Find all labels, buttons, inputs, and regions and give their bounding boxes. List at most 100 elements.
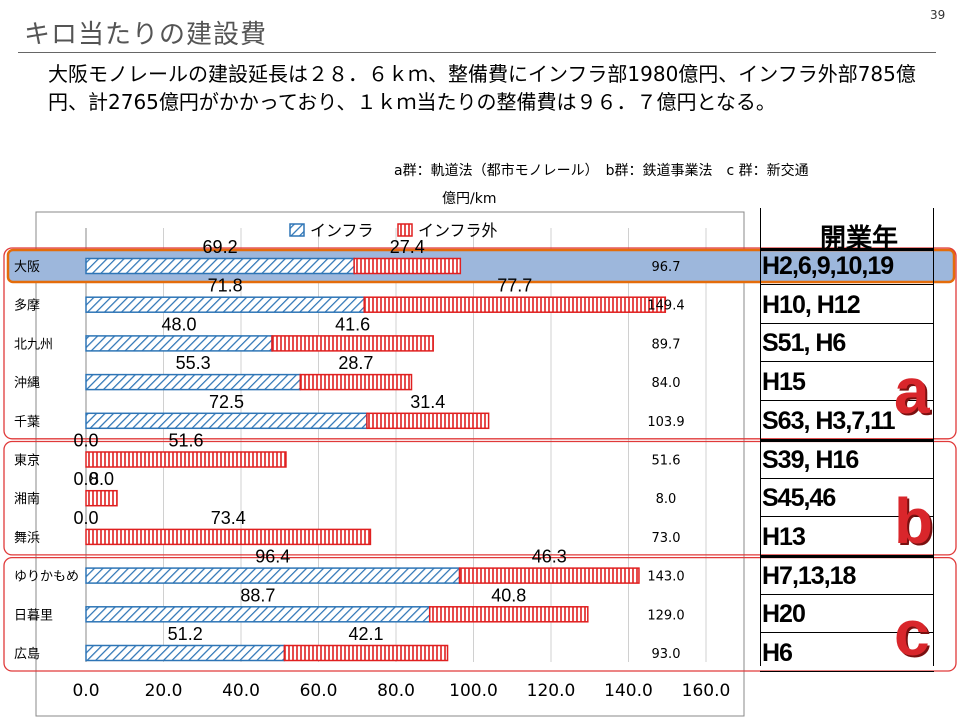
other-value-label: 8.0 bbox=[89, 469, 114, 489]
opening-year-cell: H2,6,9,10,19 bbox=[762, 252, 894, 280]
other-value-label: 77.7 bbox=[497, 276, 532, 296]
category-label: 大阪 bbox=[14, 260, 40, 275]
opening-year-table bbox=[760, 208, 934, 666]
bar-other-4 bbox=[299, 373, 413, 391]
bar-infra-11 bbox=[85, 644, 286, 662]
opening-year-cell: H6 bbox=[762, 639, 793, 667]
category-label: 千葉 bbox=[14, 415, 40, 430]
opening-year-cell: H10, H12 bbox=[762, 290, 861, 319]
legend-label-other: インフラ外 bbox=[418, 221, 498, 240]
other-value-label: 40.8 bbox=[491, 585, 526, 605]
x-tick-label: 120.0 bbox=[527, 681, 576, 701]
infra-value-label: 55.3 bbox=[176, 353, 211, 373]
total-label: 93.0 bbox=[652, 647, 681, 662]
other-value-label: 31.4 bbox=[410, 392, 445, 412]
x-tick-label: 60.0 bbox=[300, 681, 338, 701]
legend-swatch-other bbox=[397, 223, 413, 237]
group-letter-c: c bbox=[894, 597, 930, 669]
group-letter-a: a bbox=[894, 355, 930, 427]
bar-infra-2 bbox=[85, 296, 365, 313]
infra-value-label: 71.8 bbox=[208, 276, 243, 296]
opening-year-row-line bbox=[760, 284, 934, 285]
x-tick-label: 20.0 bbox=[145, 681, 183, 701]
legend-label-infra: インフラ bbox=[310, 221, 374, 240]
bar-other-5 bbox=[366, 412, 490, 430]
opening-year-row-line bbox=[760, 400, 934, 402]
bar-other-3 bbox=[271, 335, 434, 352]
infra-value-label: 72.5 bbox=[209, 392, 244, 412]
opening-year-cell: S45,46 bbox=[762, 484, 836, 513]
category-label: 舞浜 bbox=[14, 531, 40, 546]
infra-value-label: 0.0 bbox=[73, 508, 98, 528]
bar-infra-9 bbox=[85, 567, 461, 584]
bar-infra-5 bbox=[85, 412, 368, 430]
infra-value-label: 48.0 bbox=[161, 314, 196, 334]
category-label: 多摩 bbox=[14, 298, 40, 314]
category-label: 北九州 bbox=[14, 337, 53, 352]
total-label: 96.7 bbox=[652, 260, 681, 275]
bar-infra-10 bbox=[85, 606, 431, 623]
total-label: 149.4 bbox=[647, 299, 684, 314]
total-label: 84.0 bbox=[652, 376, 681, 391]
group-letter-b: b bbox=[894, 485, 934, 557]
legend: インフラ インフラ外 bbox=[289, 221, 498, 240]
opening-year-row-line bbox=[760, 516, 934, 518]
bar-other-6 bbox=[85, 451, 287, 468]
opening-year-row-line bbox=[760, 248, 934, 251]
bar-infra-4 bbox=[85, 373, 302, 391]
bar-layer bbox=[85, 257, 667, 662]
opening-year-cell: H13 bbox=[762, 522, 806, 551]
other-value-label: 41.6 bbox=[335, 314, 370, 334]
opening-year-row-line bbox=[760, 632, 934, 634]
total-label: 73.0 bbox=[652, 531, 681, 546]
other-value-label: 28.7 bbox=[338, 353, 373, 373]
infra-value-label: 69.2 bbox=[203, 237, 238, 257]
opening-year-cell: H7,13,18 bbox=[762, 561, 856, 590]
bar-other-9 bbox=[458, 567, 640, 584]
bar-other-2 bbox=[363, 296, 667, 313]
bar-other-1 bbox=[353, 257, 462, 275]
intro-paragraph: 大阪モノレールの建設延長は２８．６ｋｍ、整備費にインフラ部1980億円、インフラ… bbox=[48, 62, 916, 114]
infra-value-label: 0.0 bbox=[73, 431, 98, 451]
group-border-c bbox=[3, 556, 957, 672]
infra-value-label: 88.7 bbox=[240, 585, 275, 605]
x-tick-label: 160.0 bbox=[682, 681, 731, 701]
category-label: 東京 bbox=[14, 453, 40, 469]
label-layer: 0.0 20.0 40.0 60.0 80.0 100.0 120.0 140.0 160.0 大… bbox=[14, 237, 730, 701]
opening-year-row-line bbox=[760, 593, 934, 595]
total-label: 51.6 bbox=[652, 454, 681, 469]
group-border-b bbox=[3, 440, 957, 556]
other-value-label: 46.3 bbox=[532, 547, 567, 567]
infra-value-label: 96.4 bbox=[255, 547, 290, 567]
x-tick-label: 40.0 bbox=[222, 681, 260, 701]
category-label: ゆりかもめ bbox=[14, 570, 79, 585]
bar-other-11 bbox=[283, 644, 449, 662]
opening-year-cell: S39, H16 bbox=[762, 445, 859, 474]
other-value-label: 73.4 bbox=[211, 508, 246, 528]
bar-other-10 bbox=[428, 606, 589, 623]
total-label: 103.9 bbox=[647, 415, 684, 430]
opening-year-cell: H20 bbox=[762, 600, 806, 629]
opening-year-cell: S51, H6 bbox=[762, 329, 846, 358]
total-label: 8.0 bbox=[656, 492, 677, 507]
infra-value-label: 51.2 bbox=[168, 624, 203, 644]
total-label: 89.7 bbox=[652, 337, 681, 352]
category-label: 日暮里 bbox=[14, 608, 53, 623]
title-divider bbox=[18, 52, 936, 53]
opening-year-row-line bbox=[760, 477, 934, 479]
page-title: キロ当たりの建設費 bbox=[24, 20, 268, 50]
opening-year-row-line bbox=[760, 554, 934, 558]
page-number: 39 bbox=[930, 8, 946, 22]
bar-other-8 bbox=[85, 528, 372, 546]
category-label: 広島 bbox=[14, 647, 40, 662]
opening-year-row-line bbox=[760, 322, 934, 324]
other-value-label: 51.6 bbox=[168, 431, 203, 451]
category-label: 沖縄 bbox=[14, 376, 40, 391]
category-label: 湘南 bbox=[14, 491, 40, 507]
bar-other-7 bbox=[85, 489, 118, 507]
unit-label: 億円/km bbox=[442, 191, 497, 207]
x-tick-label: 140.0 bbox=[604, 681, 653, 701]
group-note: a群：軌道法（都市モノレール） b群：鉄道事業法 c 群：新交通 bbox=[394, 163, 809, 179]
x-tick-label: 80.0 bbox=[377, 681, 415, 701]
